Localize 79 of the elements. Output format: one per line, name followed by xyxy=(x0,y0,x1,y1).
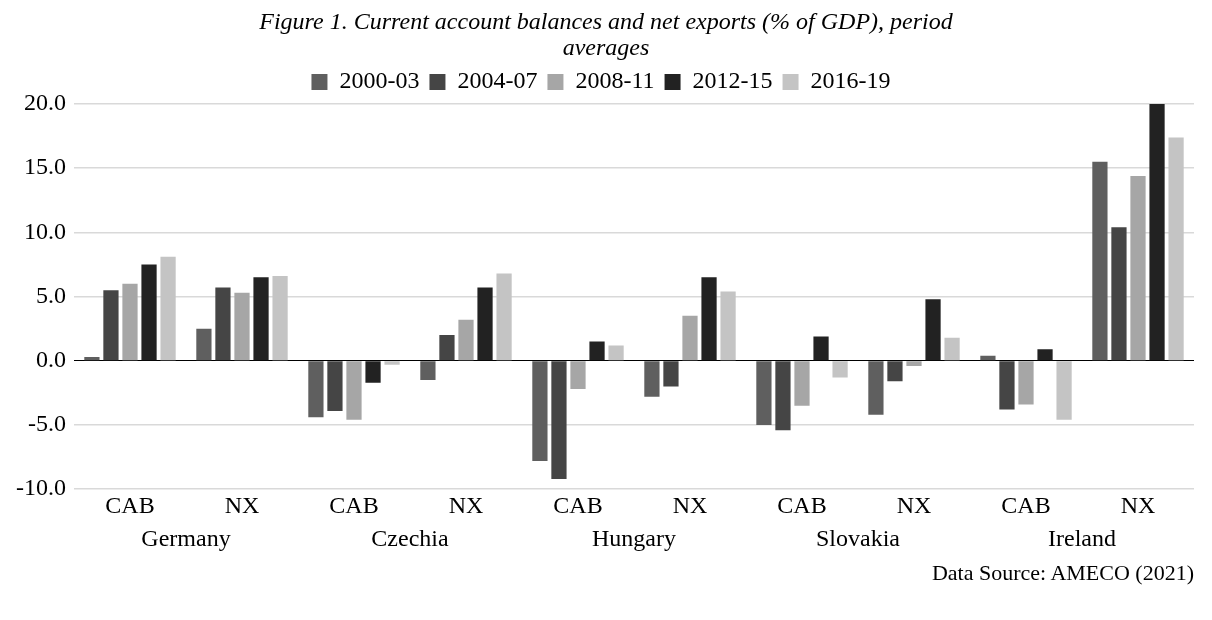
bar xyxy=(439,335,455,361)
bar xyxy=(234,292,250,361)
bar xyxy=(775,361,791,431)
y-tick-label: 0.0 xyxy=(35,346,66,373)
bar xyxy=(701,277,717,361)
bar xyxy=(999,361,1015,410)
bar xyxy=(944,337,960,361)
y-tick-label: 20.0 xyxy=(23,89,66,116)
bar xyxy=(682,315,698,361)
legend-label: 2008-11 xyxy=(575,67,655,94)
x-tick-label: NX xyxy=(224,491,260,518)
bar xyxy=(496,273,512,361)
bar xyxy=(308,361,324,418)
text: Slovakia xyxy=(816,525,901,552)
bar xyxy=(1149,104,1165,361)
legend-label: 2004-07 xyxy=(457,67,538,94)
bar xyxy=(420,361,436,381)
bar xyxy=(720,291,736,361)
x-tick-label: NX xyxy=(672,491,708,518)
x-tick-label: NX xyxy=(896,491,932,518)
bar xyxy=(1056,361,1072,420)
bar xyxy=(1092,161,1108,361)
bar xyxy=(756,361,772,425)
bar xyxy=(160,256,176,361)
y-tick-label: -5.0 xyxy=(27,410,66,437)
source-note: Data Source: AMECO (2021) xyxy=(930,560,1195,586)
bar xyxy=(1037,349,1053,361)
bar xyxy=(925,299,941,361)
bar xyxy=(813,336,829,361)
bar xyxy=(1168,137,1184,361)
bar xyxy=(532,361,548,461)
text: Germany xyxy=(141,525,231,552)
y-tick-label: 10.0 xyxy=(23,217,66,244)
bar xyxy=(1111,227,1127,361)
bar xyxy=(272,276,288,361)
bar xyxy=(384,361,400,365)
x-tick-label: CAB xyxy=(777,491,827,518)
bar xyxy=(1018,361,1034,405)
y-tick-label: -10.0 xyxy=(15,474,66,501)
bar xyxy=(980,355,996,361)
bar xyxy=(84,356,100,361)
bar xyxy=(1130,175,1146,361)
chart-title: Figure 1. Current account balances and net exports (% of GDP), period averages xyxy=(258,8,954,60)
bar xyxy=(215,287,231,361)
text: Ireland xyxy=(1048,525,1116,552)
bar xyxy=(794,361,810,406)
bar xyxy=(906,361,922,366)
x-tick-label: NX xyxy=(448,491,484,518)
bar xyxy=(365,361,381,383)
legend-label: 2012-15 xyxy=(692,67,773,94)
bar xyxy=(644,361,660,397)
x-tick-label: CAB xyxy=(553,491,603,518)
bar xyxy=(458,319,474,361)
x-tick-label: CAB xyxy=(1001,491,1051,518)
bar xyxy=(103,290,119,361)
text: Czechia xyxy=(371,525,449,552)
bar xyxy=(663,361,679,387)
bar xyxy=(196,328,212,361)
bar xyxy=(477,287,493,361)
bar xyxy=(253,277,269,361)
bar xyxy=(346,361,362,420)
bar xyxy=(122,283,138,361)
x-tick-label: CAB xyxy=(105,491,155,518)
bar xyxy=(141,264,157,361)
bar xyxy=(868,361,884,415)
x-tick-label: NX xyxy=(1120,491,1156,518)
bar xyxy=(887,361,903,382)
bar xyxy=(551,361,567,479)
bar xyxy=(608,345,624,361)
bar xyxy=(327,361,343,411)
x-tick-label: CAB xyxy=(329,491,379,518)
bar xyxy=(570,361,586,390)
text: Hungary xyxy=(592,525,676,552)
y-tick-label: 5.0 xyxy=(35,281,66,308)
bar xyxy=(589,341,605,361)
y-tick-label: 15.0 xyxy=(23,153,66,180)
legend-label: 2000-03 xyxy=(339,67,420,94)
bar xyxy=(832,361,848,378)
legend-label: 2016-19 xyxy=(810,67,891,94)
